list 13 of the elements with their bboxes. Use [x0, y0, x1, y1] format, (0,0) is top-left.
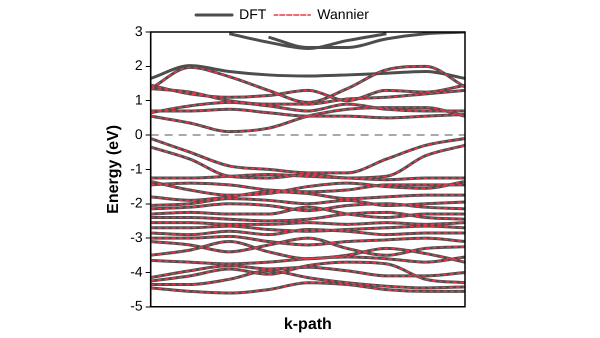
y-axis-title: Energy (eV) [105, 124, 122, 214]
y-tick-label: -4 [130, 263, 143, 280]
y-tick-label: 2 [134, 57, 143, 74]
x-axis-title: k-path [284, 316, 332, 333]
y-tick-label: 1 [134, 92, 143, 108]
y-tick-label: -1 [130, 160, 143, 176]
legend-label: Wannier [317, 6, 370, 22]
y-tick-label: -2 [130, 194, 143, 211]
legend-label: DFT [239, 6, 267, 22]
y-tick-label: 3 [134, 22, 143, 39]
y-tick-label: 0 [134, 126, 143, 142]
y-tick-label: -5 [130, 298, 143, 314]
y-tick-label: -3 [130, 228, 143, 245]
